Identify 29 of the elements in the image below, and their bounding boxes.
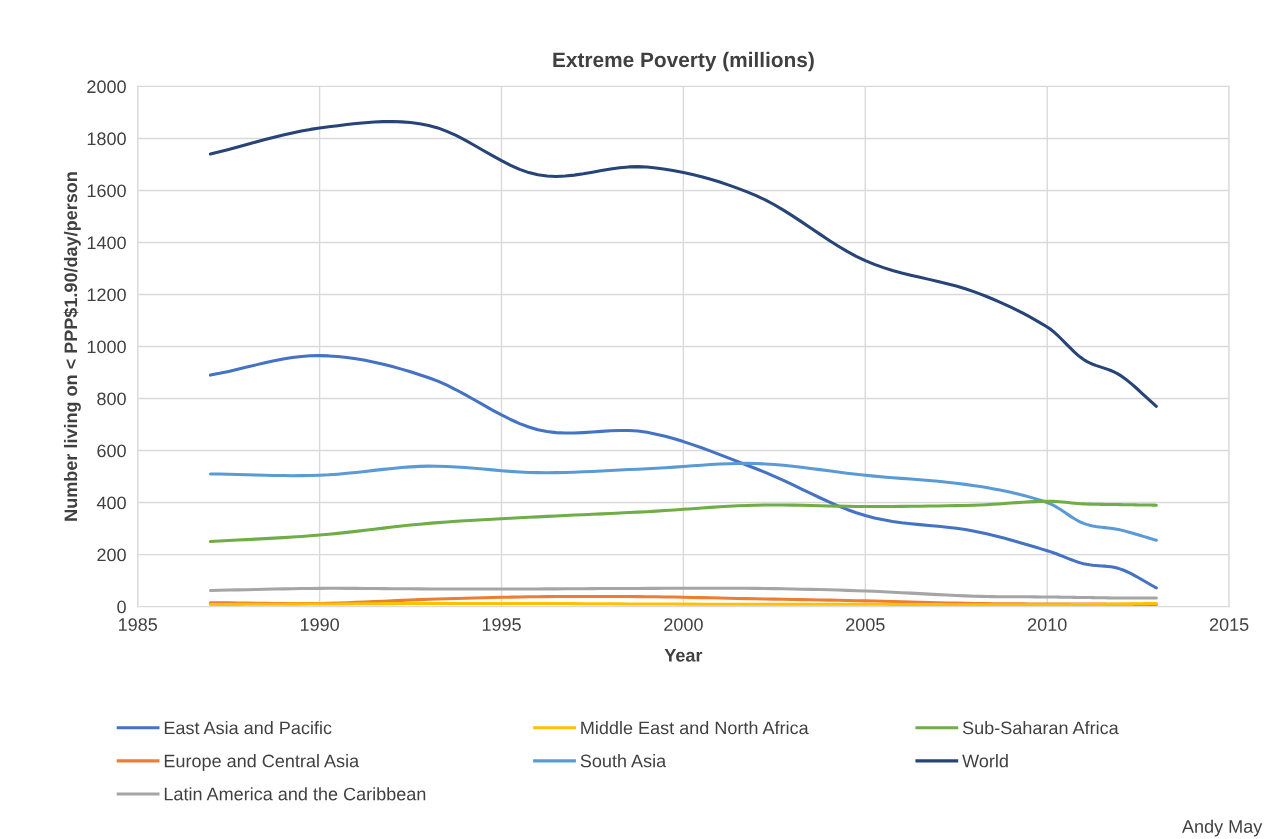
legend-label: South Asia [580, 754, 667, 768]
x-tick-label: 1995 [482, 618, 521, 631]
y-tick-label: 800 [97, 392, 126, 406]
legend-label: Middle East and North Africa [581, 721, 809, 735]
y-tick-label: 0 [117, 600, 126, 614]
x-tick-label: 2010 [1028, 618, 1067, 631]
x-tick-label: 2015 [1209, 618, 1249, 631]
legend-label: Europe and Central Asia [164, 754, 360, 771]
y-tick-label: 1000 [87, 340, 126, 354]
y-tick-label: 1400 [87, 236, 126, 250]
y-tick-label: 1800 [87, 132, 126, 146]
x-axis-title: Year [664, 649, 703, 662]
chart-title: Extreme Poverty (millions) [553, 51, 814, 72]
legend-label: World [962, 754, 1008, 768]
legend-label: Latin America and the Caribbean [164, 787, 426, 801]
x-tick-label: 2005 [846, 618, 885, 631]
y-tick-label: 1200 [87, 288, 126, 302]
x-tick-label: 2000 [664, 618, 703, 631]
y-tick-label: 2000 [87, 80, 126, 94]
x-tick-label: 1985 [119, 618, 158, 631]
legend-label: Sub-Saharan Africa [962, 721, 1119, 735]
y-tick-label: 1600 [87, 184, 126, 198]
y-axis-title: Number living on < PPP$1.90/day/person [63, 172, 81, 521]
y-tick-label: 600 [97, 444, 126, 458]
y-tick-label: 200 [97, 548, 126, 562]
y-tick-label: 400 [96, 496, 126, 510]
legend-label: East Asia and Pacific [164, 721, 332, 735]
text: Andy May [1182, 819, 1263, 837]
x-tick-label: 1990 [300, 618, 339, 631]
